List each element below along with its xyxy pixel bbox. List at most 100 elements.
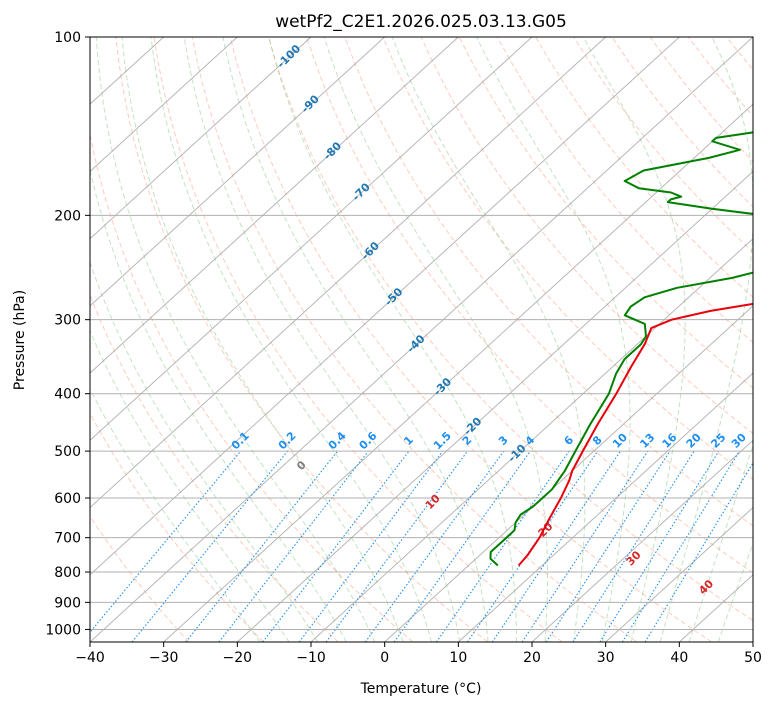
dry-adiabat: [90, 412, 264, 642]
mixing-ratio-label: 1: [401, 433, 416, 448]
isotherm-line: [90, 37, 753, 642]
moist-adiabat: [659, 37, 753, 642]
mixing-ratio-line: [262, 450, 410, 642]
mixing-ratio-line: [393, 450, 531, 642]
mixing-ratio-line: [521, 450, 649, 642]
x-tick-label: −40: [75, 650, 105, 666]
dry-adiabat: [229, 37, 712, 642]
y-axis-label: Pressure (hPa): [12, 290, 28, 390]
y-tick-label: 800: [54, 565, 81, 581]
dry-adiabat: [153, 37, 563, 642]
mixing-ratio-line: [298, 450, 444, 642]
mixing-ratio-label: 36: [750, 430, 770, 450]
x-tick-label: 30: [597, 650, 615, 666]
mixing-ratio-label: 13: [637, 431, 657, 451]
moist-adiabat: [121, 37, 404, 642]
mixing-ratio-line: [325, 450, 468, 642]
dry-adiabat: [191, 37, 638, 642]
mixing-ratio-line: [644, 461, 753, 642]
isotherm-line: [236, 170, 753, 642]
dry-adiabat: [573, 37, 753, 253]
mixing-ratio-line: [491, 450, 621, 642]
moist-adiabat-label: 40: [696, 577, 716, 597]
mixing-ratio-line: [131, 450, 289, 642]
mixing-ratio-label: 4: [523, 433, 538, 448]
x-tick-label: 0: [380, 650, 389, 666]
moist-adiabat: [323, 37, 548, 642]
dry-adiabat: [90, 131, 414, 642]
x-tick-label: −30: [149, 650, 179, 666]
moist-adiabat: [582, 37, 686, 642]
dewpoint-profile-line: [489, 131, 753, 567]
dry-adiabat: [115, 37, 488, 642]
y-tick-label: 100: [54, 30, 81, 46]
mixing-ratio-line: [435, 450, 570, 642]
dry-adiabat: [90, 515, 190, 642]
isotherm-line: [310, 237, 753, 642]
isotherm-line: [90, 37, 459, 374]
y-tick-label: 1000: [45, 622, 81, 638]
moist-adiabat: [90, 387, 261, 642]
moist-adiabat: [150, 37, 432, 642]
moist-adiabat: [391, 37, 586, 642]
y-tick-label: 400: [54, 387, 81, 403]
mixing-ratio-line: [545, 450, 671, 642]
mixing-ratio-label: 25: [708, 431, 728, 451]
x-tick-label: −10: [296, 650, 326, 666]
isotherm-line: [90, 37, 533, 442]
y-tick-label: 300: [54, 313, 81, 329]
y-tick-label: 700: [54, 531, 81, 547]
moist-adiabat-label: 0: [294, 458, 309, 473]
dry-adiabat: [382, 37, 753, 481]
x-tick-label: 40: [670, 650, 688, 666]
x-tick-label: 10: [449, 650, 467, 666]
mixing-ratio-label: 3: [496, 433, 511, 448]
isotherm-line: [457, 372, 753, 642]
dry-adiabat: [344, 37, 753, 527]
isotherm-line: [90, 37, 386, 307]
dry-adiabat: [420, 37, 753, 435]
chart-title: wetPf2_C2E1.2026.025.03.13.G05: [275, 12, 567, 32]
moist-adiabat: [90, 329, 290, 642]
isotherm-line: [90, 37, 312, 240]
isotherm-line: [163, 103, 753, 642]
y-axis: 100 200 300 400 500 600 700 800 900 1000: [45, 30, 90, 638]
moist-adiabat-label: 30: [624, 548, 644, 568]
x-axis: −40 −30 −20 −10 0 10 20 30 40 50: [75, 642, 762, 666]
x-tick-label: 20: [523, 650, 541, 666]
mixing-ratio-label: 16: [660, 430, 680, 450]
moist-adiabat: [476, 37, 631, 642]
plot-frame: [89, 36, 754, 643]
y-tick-label: 900: [54, 595, 81, 611]
isotherm-line: [90, 37, 680, 576]
mixing-ratio-line: [90, 450, 242, 634]
mixing-ratio-label: 0.1: [229, 429, 252, 452]
moist-adiabat: [183, 37, 461, 642]
y-tick-label: 500: [54, 444, 81, 460]
moist-adiabat: [268, 37, 517, 642]
isotherm-line: [752, 641, 753, 642]
mixing-ratio-label: 0.6: [357, 429, 380, 452]
isotherm-line: [90, 37, 607, 509]
moist-adiabat-label: 20: [536, 520, 556, 540]
dry-adiabat: [649, 37, 753, 163]
background-lines: [90, 37, 753, 642]
profile-series: [489, 131, 753, 567]
dry-adiabat: [268, 37, 753, 622]
temperature-profile-line: [517, 302, 753, 567]
mixing-ratio-line: [218, 450, 369, 642]
dry-adiabat: [535, 37, 753, 298]
isotherm-line: [90, 37, 238, 173]
mixing-ratio-line: [364, 450, 505, 642]
moist-adiabat: [90, 167, 347, 642]
moist-adiabat: [90, 260, 319, 642]
isotherm-line: [384, 305, 753, 642]
moist-adiabat: [717, 542, 753, 642]
mixing-ratio-line: [621, 450, 740, 642]
isotherm-line: [531, 439, 753, 642]
pressure-gridlines: [90, 37, 753, 630]
y-tick-label: 600: [54, 491, 81, 507]
y-tick-label: 200: [54, 208, 81, 224]
mixing-ratio-line: [185, 450, 339, 642]
